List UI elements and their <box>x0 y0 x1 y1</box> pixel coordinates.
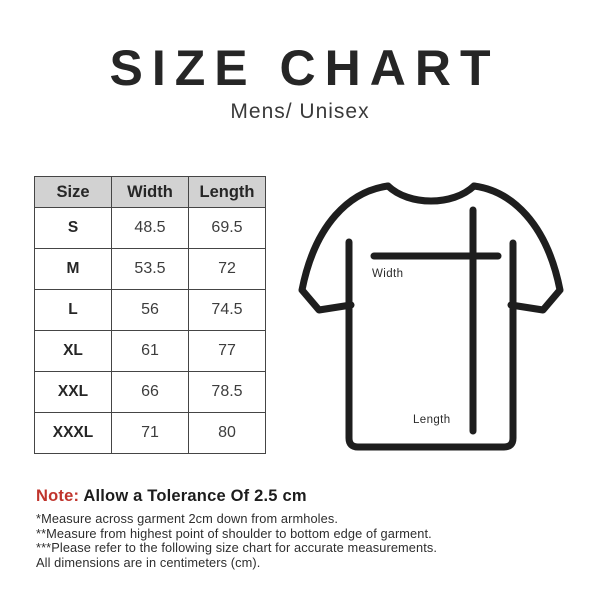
size-table-head: Size Width Length <box>34 176 266 208</box>
footnote-shoulder: **Measure from highest point of shoulder… <box>36 525 432 541</box>
column-header-length: Length <box>188 176 266 208</box>
page-title: SIZE CHART <box>109 40 500 96</box>
length-cell: 80 <box>188 412 266 454</box>
tshirt-left-sleeve <box>298 182 392 314</box>
note-heading: Note: Allow a Tolerance Of 2.5 cm <box>36 487 576 506</box>
table-row: XXL 66 78.5 <box>34 371 266 413</box>
note-label: Note: <box>36 487 80 505</box>
length-cell: 74.5 <box>188 289 266 331</box>
table-row: L 56 74.5 <box>34 289 266 331</box>
table-row: XXXL 71 80 <box>34 412 266 454</box>
length-label: Length <box>413 414 451 426</box>
size-cell: S <box>34 207 112 249</box>
column-header-width: Width <box>111 176 189 208</box>
table-row: S 48.5 69.5 <box>34 207 266 249</box>
size-table: Size Width Length S 48.5 69.5 M 53.5 72 … <box>34 176 266 454</box>
width-label: Width <box>372 268 403 280</box>
width-cell: 71 <box>111 412 189 454</box>
length-cell: 77 <box>188 330 266 372</box>
size-cell: L <box>34 289 112 331</box>
width-cell: 61 <box>111 330 189 372</box>
page-subtitle: Mens/ Unisex <box>230 100 370 123</box>
tshirt-diagram-icon: Width Length <box>298 182 564 451</box>
tshirt-body <box>345 238 517 451</box>
size-table-body: S 48.5 69.5 M 53.5 72 L 56 74.5 XL 61 77… <box>34 207 266 454</box>
notes-section: Note: Allow a Tolerance Of 2.5 cm *Measu… <box>36 487 576 570</box>
footnote-armholes: *Measure across garment 2cm down from ar… <box>36 511 338 526</box>
table-header-row: Size Width Length <box>34 176 266 208</box>
length-cell: 72 <box>188 248 266 290</box>
width-cell: 56 <box>111 289 189 331</box>
table-row: XL 61 77 <box>34 330 266 372</box>
width-cell: 66 <box>111 371 189 413</box>
width-cell: 53.5 <box>111 248 189 290</box>
size-cell: XXL <box>34 371 112 413</box>
size-cell: XL <box>34 330 112 372</box>
size-cell: M <box>34 248 112 290</box>
tshirt-right-sleeve <box>470 182 564 314</box>
column-header-size: Size <box>34 176 112 208</box>
header: SIZE CHART Mens/ Unisex <box>0 0 600 124</box>
table-row: M 53.5 72 <box>34 248 266 290</box>
note-text: Allow a Tolerance Of 2.5 cm <box>83 487 307 505</box>
tshirt-collar <box>384 182 478 205</box>
footnote-refer-chart: ***Please refer to the following size ch… <box>36 540 438 556</box>
width-cell: 48.5 <box>111 207 189 249</box>
length-cell: 69.5 <box>188 207 266 249</box>
size-cell: XXXL <box>34 412 112 454</box>
length-cell: 78.5 <box>188 371 266 413</box>
footnote-units: All dimensions are in centimeters (cm). <box>36 554 261 570</box>
